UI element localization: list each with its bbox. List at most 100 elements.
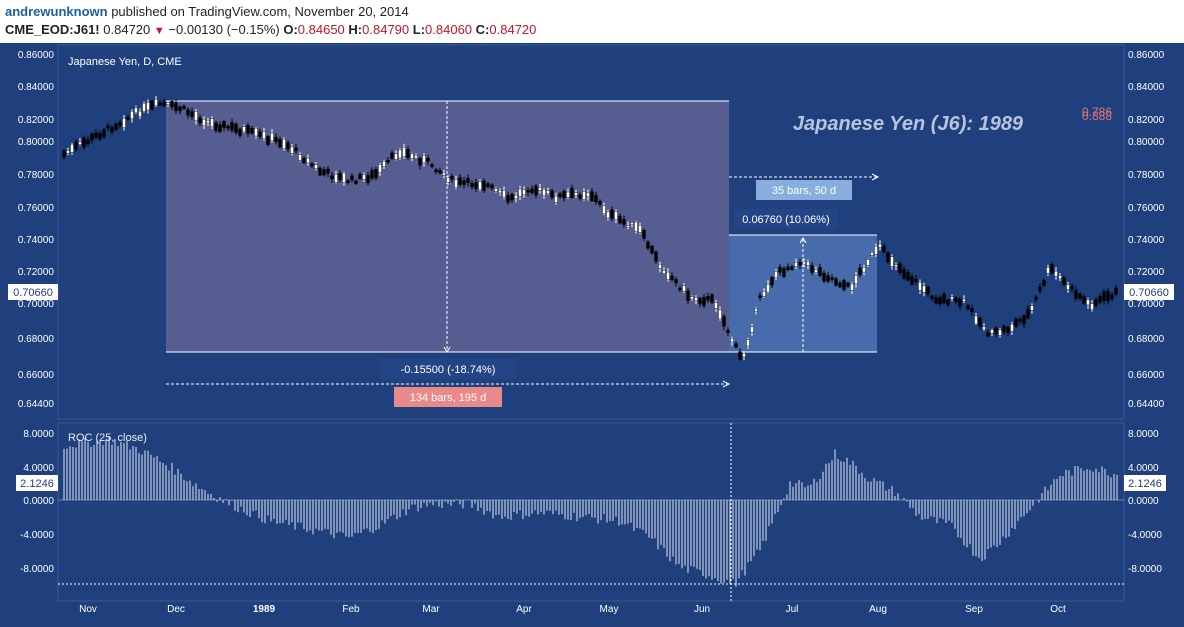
- price-tick-left: 0.72000: [18, 267, 55, 278]
- candle-up: [614, 211, 618, 220]
- candle-up: [918, 282, 922, 291]
- candle-up: [690, 296, 694, 300]
- candle-down: [1002, 325, 1006, 333]
- candle-up: [202, 119, 206, 126]
- candle-down: [1034, 296, 1038, 300]
- candle-down: [598, 200, 602, 205]
- candle-down: [390, 152, 394, 160]
- osc-legend[interactable]: ROC (25, close): [68, 432, 147, 444]
- candle-up: [574, 192, 578, 196]
- candle-down: [622, 219, 626, 225]
- symbol-label[interactable]: CME_EOD:J61!: [5, 22, 100, 37]
- chart-watermark: Japanese Yen (J6): 1989: [793, 113, 1024, 135]
- candle-up: [478, 181, 482, 191]
- last-price: 0.84720: [103, 22, 151, 37]
- low-value: 0.84060: [425, 22, 473, 37]
- candle-down: [234, 123, 238, 133]
- osc-value-right: 2.1246: [1128, 478, 1162, 490]
- time-axis[interactable]: Nov Dec 1989 Feb Mar Apr May Jun Jul Aug Sep Oct: [79, 604, 1066, 615]
- candle-down: [474, 182, 478, 190]
- oscillator-pane[interactable]: [57, 422, 1125, 602]
- chart-area[interactable]: Japanese Yen, D, CME ROC (25, close) Jap…: [0, 43, 1184, 627]
- month-label: Nov: [79, 604, 97, 615]
- price-tick-right: 0.64400: [1128, 399, 1165, 410]
- candle-down: [186, 109, 190, 116]
- candle-up: [130, 111, 134, 119]
- candle-down: [238, 128, 242, 136]
- candle-down: [958, 298, 962, 307]
- candle-down: [178, 106, 182, 112]
- decline-price-label: -0.15500 (-18.74%): [401, 364, 496, 376]
- candle-up: [694, 297, 698, 301]
- price-tick-left: 0.84000: [18, 82, 55, 93]
- candle-down: [778, 266, 782, 273]
- month-label: 1989: [253, 604, 276, 615]
- candle-up: [746, 339, 750, 347]
- osc-tick-left: -4.0000: [20, 530, 54, 541]
- candle-up: [630, 222, 634, 226]
- candle-down: [278, 139, 282, 148]
- candle-down: [578, 194, 582, 199]
- candle-down: [1106, 290, 1110, 302]
- author-link[interactable]: andrewunknown: [5, 4, 108, 19]
- candle-down: [906, 272, 910, 281]
- candle-up: [894, 264, 898, 268]
- down-arrow-icon: ▼: [153, 25, 165, 37]
- candle-up: [546, 190, 550, 194]
- candle-down: [726, 329, 730, 333]
- candle-down: [738, 351, 742, 360]
- rally-bars-label: 35 bars, 50 d: [772, 185, 836, 197]
- open-label: O:: [283, 22, 298, 37]
- osc-tick-right: 8.0000: [1128, 429, 1159, 440]
- chart-canvas[interactable]: Japanese Yen, D, CME ROC (25, close) Jap…: [0, 43, 1184, 627]
- candle-up: [554, 195, 558, 203]
- price-tick-right: 0.86000: [1128, 50, 1165, 61]
- candle-up: [586, 192, 590, 197]
- candle-down: [650, 245, 654, 254]
- candle-down: [838, 282, 842, 288]
- candle-down: [374, 169, 378, 179]
- candle-up: [802, 261, 806, 265]
- candle-down: [642, 230, 646, 239]
- candle-up: [414, 155, 418, 159]
- price-tick-left: 0.76000: [18, 203, 55, 214]
- candle-up: [410, 153, 414, 159]
- candlestick-series[interactable]: [62, 95, 1118, 361]
- candle-up: [794, 262, 798, 267]
- oscillator-axis[interactable]: 8.0000 8.0000 4.0000 4.0000 0.0000 0.0000 -4.0…: [20, 429, 1162, 575]
- candle-down: [702, 296, 706, 306]
- candle-up: [638, 225, 642, 233]
- candle-up: [874, 245, 878, 255]
- osc-tick-right: -4.0000: [1128, 530, 1162, 541]
- candle-down: [946, 299, 950, 306]
- candle-up: [210, 118, 214, 128]
- candle-down: [98, 133, 102, 140]
- candle-down: [722, 316, 726, 327]
- osc-tick-left: 8.0000: [23, 429, 54, 440]
- candle-up: [566, 191, 570, 198]
- roc-histogram[interactable]: [63, 436, 1118, 587]
- candle-down: [170, 100, 174, 108]
- price-tick-left: 0.82000: [18, 115, 55, 126]
- price-tick-right: 0.80000: [1128, 137, 1165, 148]
- candle-down: [162, 101, 166, 107]
- candle-up: [402, 147, 406, 157]
- price-axis[interactable]: 0.86000 0.86000 0.84000 0.84000 0.82000 0.820…: [18, 50, 1165, 410]
- decline-bars-label: 134 bars, 195 d: [410, 392, 486, 404]
- price-pane[interactable]: [57, 44, 1125, 420]
- candle-down: [114, 123, 118, 130]
- candle-down: [94, 132, 98, 138]
- candle-up: [290, 146, 294, 154]
- candle-down: [930, 295, 934, 300]
- candle-down: [198, 117, 202, 124]
- candle-down: [842, 279, 846, 291]
- candle-up: [314, 164, 318, 169]
- chart-legend[interactable]: Japanese Yen, D, CME: [68, 56, 182, 68]
- candle-down: [670, 275, 674, 281]
- candle-down: [678, 287, 682, 291]
- candle-up: [634, 221, 638, 232]
- candle-down: [826, 275, 830, 282]
- candle-up: [494, 188, 498, 192]
- candle-down: [530, 188, 534, 193]
- price-tick-left: 0.74000: [18, 235, 55, 246]
